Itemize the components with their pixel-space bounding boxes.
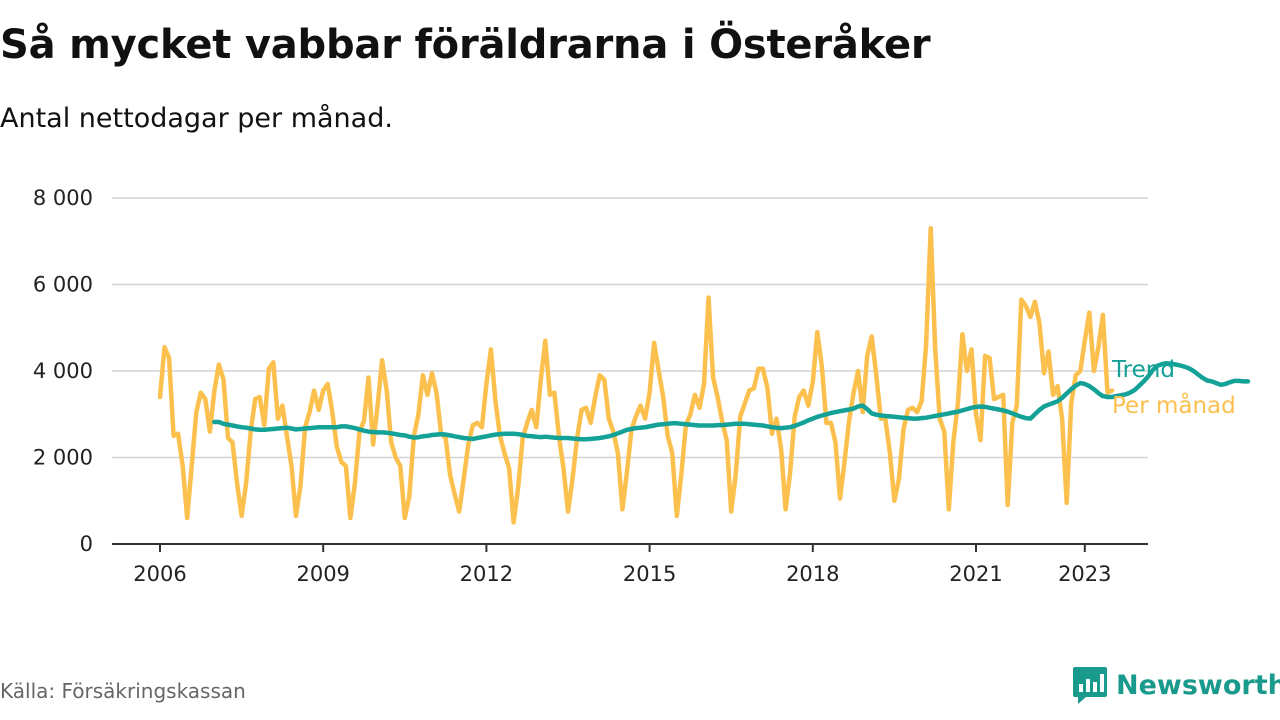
y-tick-label: 6 000	[33, 273, 93, 297]
brand-name: Newsworthy	[1116, 669, 1280, 701]
series-labels: Per månad Trend	[1111, 357, 1236, 419]
x-tick-label: 2015	[623, 562, 676, 586]
series-lines	[157, 226, 1251, 525]
x-tick-label: 2018	[786, 562, 839, 586]
series-line-per-manad	[157, 226, 1115, 525]
source-note: Källa: Försäkringskassan	[0, 679, 246, 703]
y-tick-label: 2 000	[33, 446, 93, 470]
y-tick-label: 8 000	[33, 186, 93, 210]
x-axis: 2006 2009 2012 2015 2018 2021 2023	[112, 543, 1148, 586]
chart-subtitle: Antal nettodagar per månad.	[0, 103, 393, 134]
x-tick-label: 2009	[296, 562, 349, 586]
x-tick-label: 2023	[1058, 562, 1111, 586]
series-label: Per månad	[1112, 391, 1236, 419]
x-tick-label: 2012	[460, 562, 513, 586]
series-line-trend	[212, 360, 1251, 442]
chart-title: Så mycket vabbar föräldrarna i Österåker	[0, 22, 931, 68]
y-tick-label: 0	[80, 532, 93, 556]
x-tick-label: 2006	[133, 562, 186, 586]
gridlines	[112, 197, 1148, 459]
x-tick-label: 2021	[949, 562, 1002, 586]
y-axis-ticks: 0 2 000 4 000 6 000 8 000	[33, 186, 93, 556]
series-label: Trend	[1111, 357, 1175, 383]
y-tick-label: 4 000	[33, 359, 93, 383]
brand-logo: Newsworthy	[1072, 664, 1280, 706]
newsworthy-logo-icon	[1073, 667, 1107, 704]
